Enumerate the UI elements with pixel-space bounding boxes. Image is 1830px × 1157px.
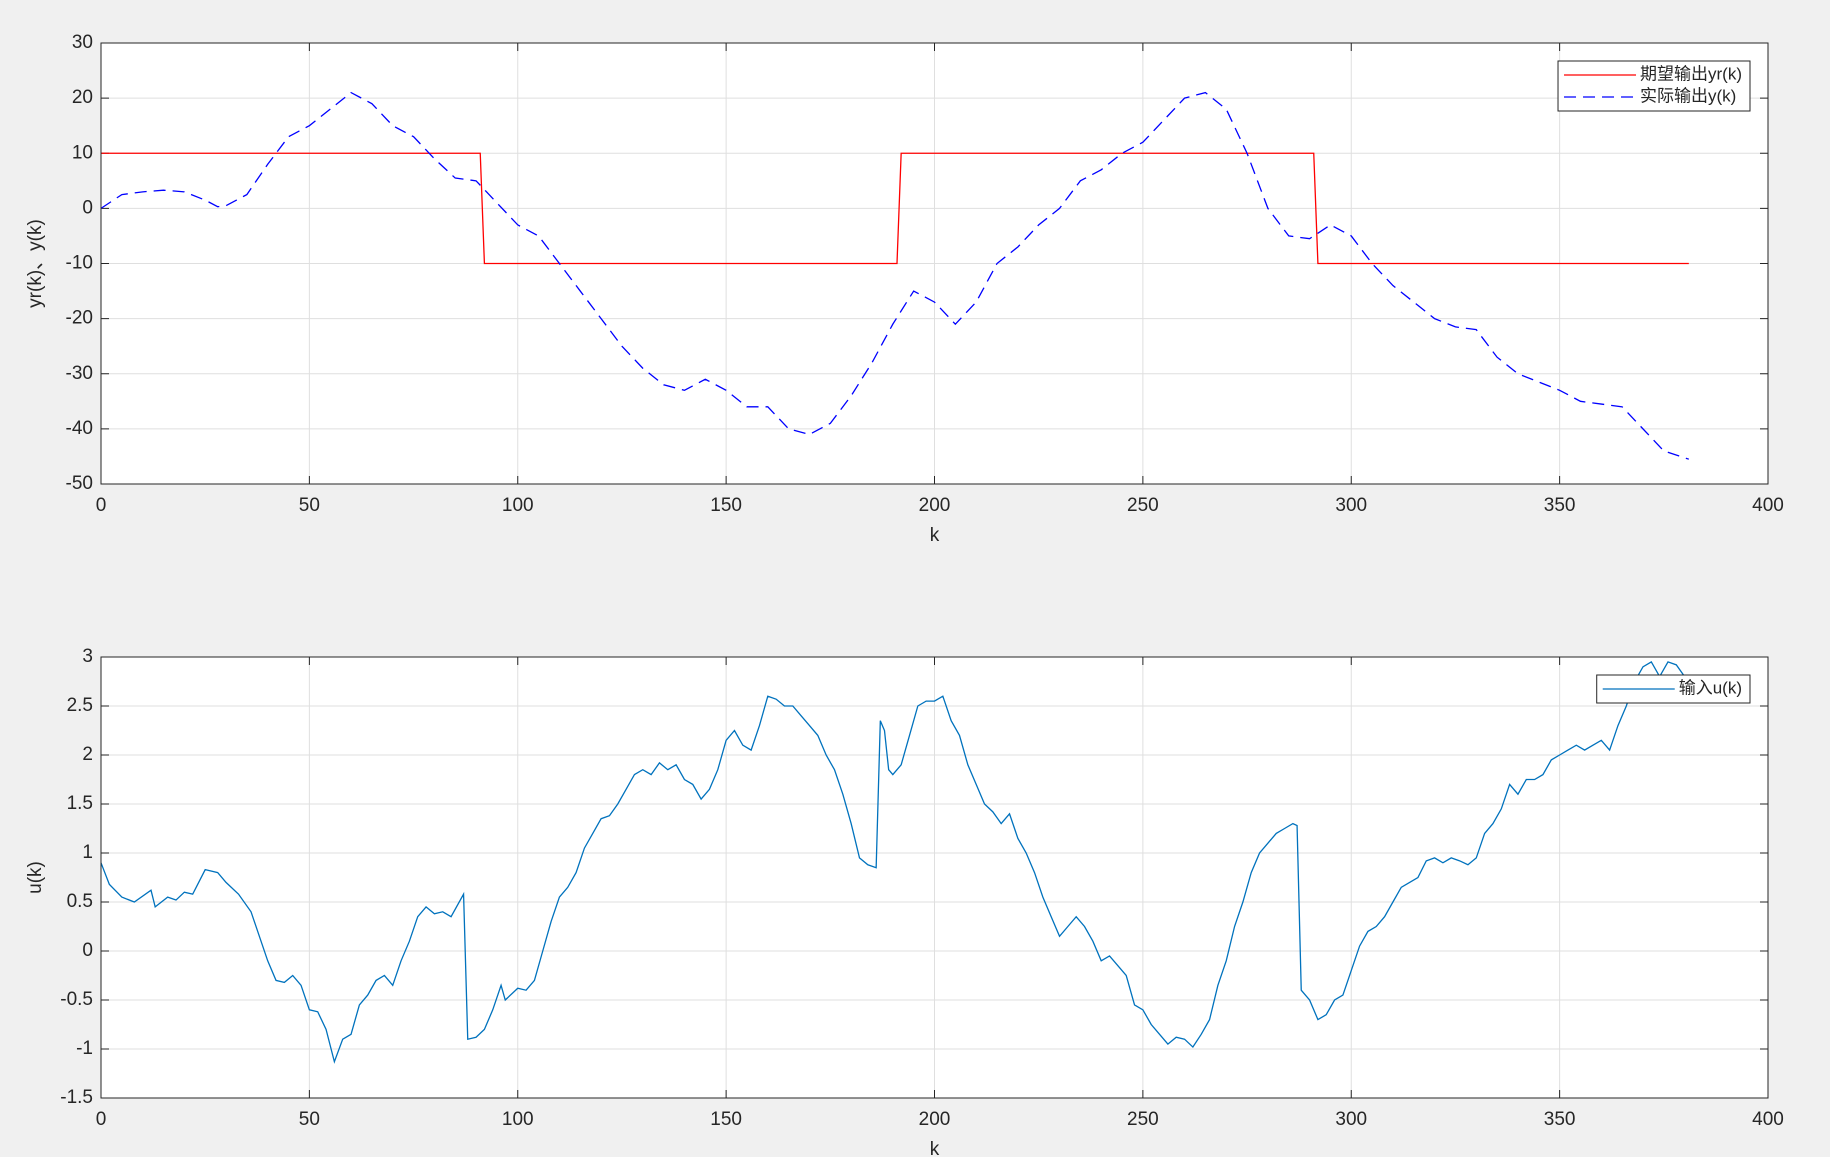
y-tick-label: -1.5: [60, 1087, 93, 1108]
y-tick-label: -20: [66, 308, 93, 329]
data-line: [100, 661, 1686, 1064]
y-tick-label: 30: [72, 32, 93, 53]
x-tick-label: 0: [96, 495, 107, 516]
data-line: [100, 91, 1690, 460]
axes: 0 50 100 150 200 250 300 350 400 -50 -40 -30 -20 -10 0…: [25, 32, 1784, 546]
legend-label: 实际输出y(k): [1640, 86, 1736, 105]
x-tick-label: 350: [1544, 495, 1576, 516]
x-tick-label: 100: [502, 495, 534, 516]
y-tick-label: -1: [76, 1038, 93, 1059]
y-tick-label: 1.5: [67, 793, 93, 814]
y-tick-label: 2.5: [67, 695, 93, 716]
x-axis-label: k: [930, 525, 940, 546]
x-tick-label: 50: [299, 1109, 320, 1130]
x-tick-label: 200: [919, 495, 951, 516]
y-tick-label: 2: [82, 744, 93, 765]
y-tick-label: -10: [66, 253, 93, 274]
y-tick-label: -40: [66, 418, 93, 439]
y-tick-label: 20: [72, 87, 93, 108]
x-tick-label: 150: [710, 1109, 742, 1130]
x-tick-label: 300: [1335, 495, 1367, 516]
y-tick-label: -0.5: [60, 989, 93, 1010]
y-axis-label: u(k): [25, 861, 46, 894]
legend-label: 期望输出yr(k): [1640, 64, 1742, 83]
x-axis-label: k: [930, 1139, 940, 1157]
x-tick-label: 250: [1127, 1109, 1159, 1130]
legend-label: 输入u(k): [1679, 678, 1742, 697]
x-tick-label: 100: [502, 1109, 534, 1130]
legend: 期望输出yr(k) 实际输出y(k): [1557, 60, 1751, 112]
y-tick-label: 1: [82, 842, 93, 863]
y-tick-label: 0: [82, 940, 93, 961]
x-tick-label: 250: [1127, 495, 1159, 516]
data-line: [101, 152, 1689, 265]
x-tick-label: 150: [710, 495, 742, 516]
axes-frame: [100, 656, 1769, 1099]
y-axis-label: yr(k)、y(k): [25, 219, 46, 308]
y-tick-label: -30: [66, 363, 93, 384]
legend: 输入u(k): [1596, 674, 1751, 704]
axes-frame: [100, 42, 1769, 485]
x-tick-label: 0: [96, 1109, 107, 1130]
axes: 0 50 100 150 200 250 300 350 400 -1.5 -1 -0.5 0 0.5 1 1…: [25, 646, 1784, 1157]
legend-box: [1557, 60, 1751, 112]
x-tick-label: 200: [919, 1109, 951, 1130]
x-tick-label: 300: [1335, 1109, 1367, 1130]
y-tick-label: 0.5: [67, 891, 93, 912]
x-tick-label: 400: [1752, 495, 1784, 516]
y-tick-label: 3: [82, 646, 93, 667]
x-tick-label: 350: [1544, 1109, 1576, 1130]
x-tick-label: 50: [299, 495, 320, 516]
y-tick-label: -50: [66, 473, 93, 494]
x-tick-label: 400: [1752, 1109, 1784, 1130]
y-tick-label: 0: [82, 197, 93, 218]
y-tick-label: 10: [72, 142, 93, 163]
